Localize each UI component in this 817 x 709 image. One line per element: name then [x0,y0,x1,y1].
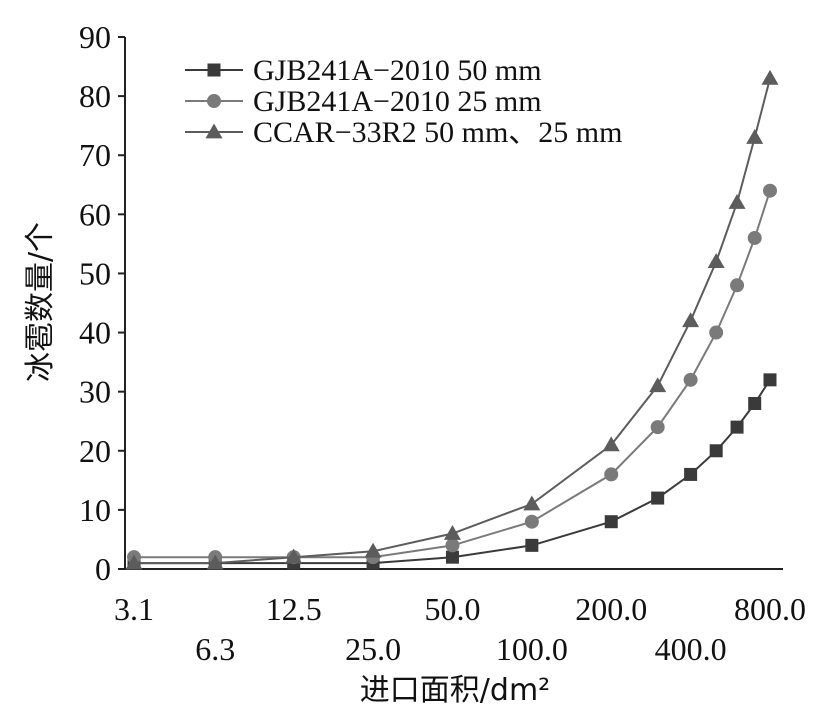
y-tick-label: 40 [79,315,111,351]
series-line [134,190,771,559]
y-tick-label: 30 [79,374,111,410]
data-point [445,550,459,564]
data-point [763,183,777,198]
data-point [604,515,618,529]
series-2 [127,183,777,565]
x-tick-label: 6.3 [195,631,235,667]
data-point [525,538,539,552]
legend-marker [207,63,221,77]
legend-label: GJB241A−2010 25 mm [253,85,542,118]
data-point [364,542,382,558]
data-point [651,491,665,505]
data-point [761,69,779,85]
data-point [730,420,744,434]
series-line [134,78,771,565]
x-tick-label: 50.0 [424,591,480,627]
data-point [285,548,303,564]
data-point [728,194,746,209]
data-point [206,554,224,570]
x-tick-label: 3.1 [114,591,154,627]
data-point [683,372,698,387]
data-point [604,467,619,482]
data-point [748,396,762,410]
data-point [684,467,698,481]
data-point [730,278,745,293]
legend-item: CCAR−33R2 50 mm、25 mm [185,116,622,149]
series-layer [125,69,779,570]
y-tick-label: 80 [79,78,111,114]
data-point [682,312,700,328]
legend-label: GJB241A−2010 50 mm [253,54,542,87]
y-ticks: 0 10 20 30 40 50 60 70 80 90 [79,19,125,587]
data-point [709,444,723,458]
y-tick-label: 0 [95,551,111,587]
x-ticks: 3.1 12.5 50.0 200.0 800.0 6.3 25.0 100.0 400.0 [114,591,806,667]
legend-item: GJB241A−2010 25 mm [185,85,542,118]
series-3 [125,69,779,570]
y-tick-label: 20 [79,433,111,469]
data-point [445,538,460,553]
legend-marker [207,94,221,108]
x-tick-label: 800.0 [734,591,806,627]
data-point [707,253,725,268]
x-axis-title: 进口面积/dm² [360,673,550,708]
data-point [650,420,665,435]
data-point [443,525,461,540]
x-tick-label: 12.5 [266,591,322,627]
data-point [523,495,541,511]
y-tick-label: 10 [79,492,111,528]
data-point [747,230,762,245]
y-tick-label: 70 [79,137,111,173]
x-tick-label: 25.0 [345,631,401,667]
legend-item: GJB241A−2010 50 mm [185,54,542,87]
y-tick-label: 60 [79,196,111,232]
data-point [125,554,143,570]
legend-label: CCAR−33R2 50 mm、25 mm [253,116,622,149]
x-tick-label: 200.0 [575,591,647,627]
legend-marker [205,123,223,139]
data-point [524,514,539,529]
y-tick-label: 90 [79,19,111,55]
y-axis-title: 冰雹数量/个 [23,222,58,382]
data-point [709,325,724,340]
data-point [602,436,620,452]
data-point [763,373,777,387]
axes [124,37,783,570]
y-tick-label: 50 [79,255,111,291]
x-tick-label: 100.0 [496,631,568,667]
data-point [649,377,667,393]
x-tick-label: 400.0 [655,631,727,667]
data-point [746,128,764,144]
